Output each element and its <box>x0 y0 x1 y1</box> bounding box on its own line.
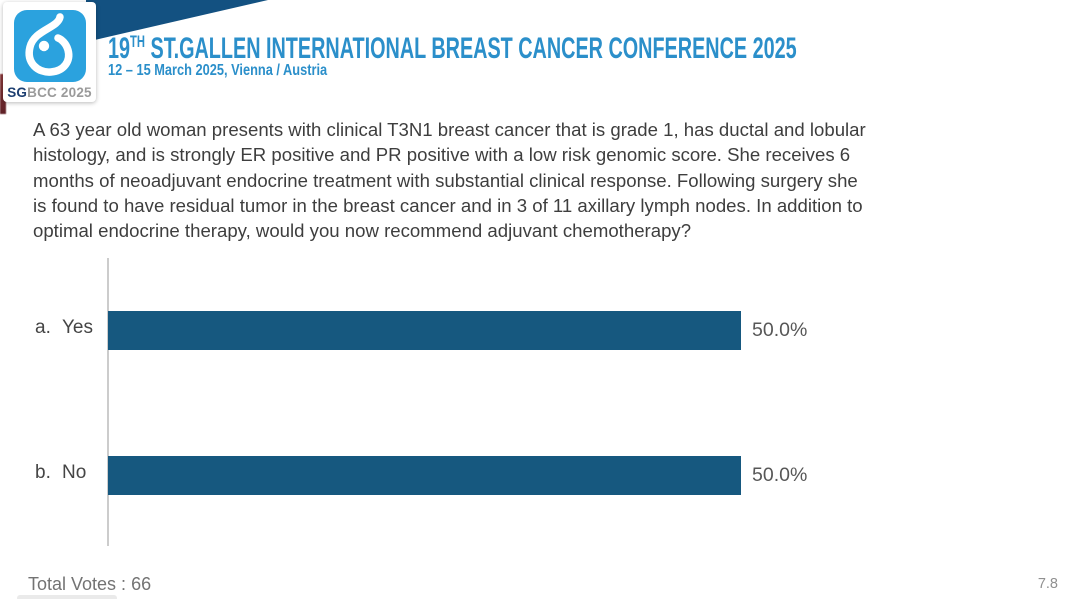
conference-title: 19TH ST.GALLEN INTERNATIONAL BREAST CANC… <box>108 26 1080 65</box>
option-letter: a. <box>35 317 51 338</box>
question-line: histology, and is strongly ER positive a… <box>33 144 851 166</box>
chart-axis-line <box>107 258 109 546</box>
question-line: optimal endocrine therapy, would you now… <box>33 220 692 242</box>
total-votes-value: 66 <box>131 574 152 594</box>
logo-caption-sg: SG <box>7 85 28 100</box>
total-votes: Total Votes : 66 <box>28 574 151 595</box>
question-line: is found to have residual tumor in the b… <box>33 194 863 216</box>
title-ordinal: TH <box>130 32 145 51</box>
title-rest: ST.GALLEN INTERNATIONAL BREAST CANCER CO… <box>144 32 797 65</box>
sgbcc-logo <box>13 10 86 82</box>
bar-track <box>108 456 741 495</box>
option-text: No <box>62 462 87 483</box>
bar-track <box>108 311 741 350</box>
question-line: A 63 year old woman presents with clinic… <box>33 119 866 140</box>
breast-drop-icon <box>24 13 72 76</box>
total-votes-label: Total Votes : <box>28 574 127 594</box>
poll-bar-chart <box>107 258 807 546</box>
conference-subtitle: 12 – 15 March 2025, Vienna / Austria <box>108 62 328 79</box>
bar-yes <box>108 311 741 350</box>
question-line: months of neoadjuvant endocrine treatmen… <box>33 169 858 191</box>
option-letter: b. <box>35 462 51 483</box>
slide-number: 7.8 <box>1037 576 1058 592</box>
sgbcc-logo-card: SGBCC 2025 <box>3 2 96 102</box>
bar-row-no <box>108 456 741 495</box>
percent-label-yes: 50.0% <box>752 319 808 341</box>
logo-caption-rest: BCC 2025 <box>27 85 92 100</box>
bar-no <box>108 456 741 495</box>
poll-question-text: A 63 year old woman presents with clinic… <box>33 117 866 243</box>
title-number: 19 <box>108 32 131 65</box>
percent-label-no: 50.0% <box>752 464 808 486</box>
option-text: Yes <box>62 317 93 338</box>
logo-caption: SGBCC 2025 <box>7 85 92 100</box>
option-label-no: b. No <box>35 462 105 484</box>
bottom-progress-pill <box>17 595 117 599</box>
bar-row-yes <box>108 311 741 350</box>
option-label-yes: a. Yes <box>35 317 105 339</box>
